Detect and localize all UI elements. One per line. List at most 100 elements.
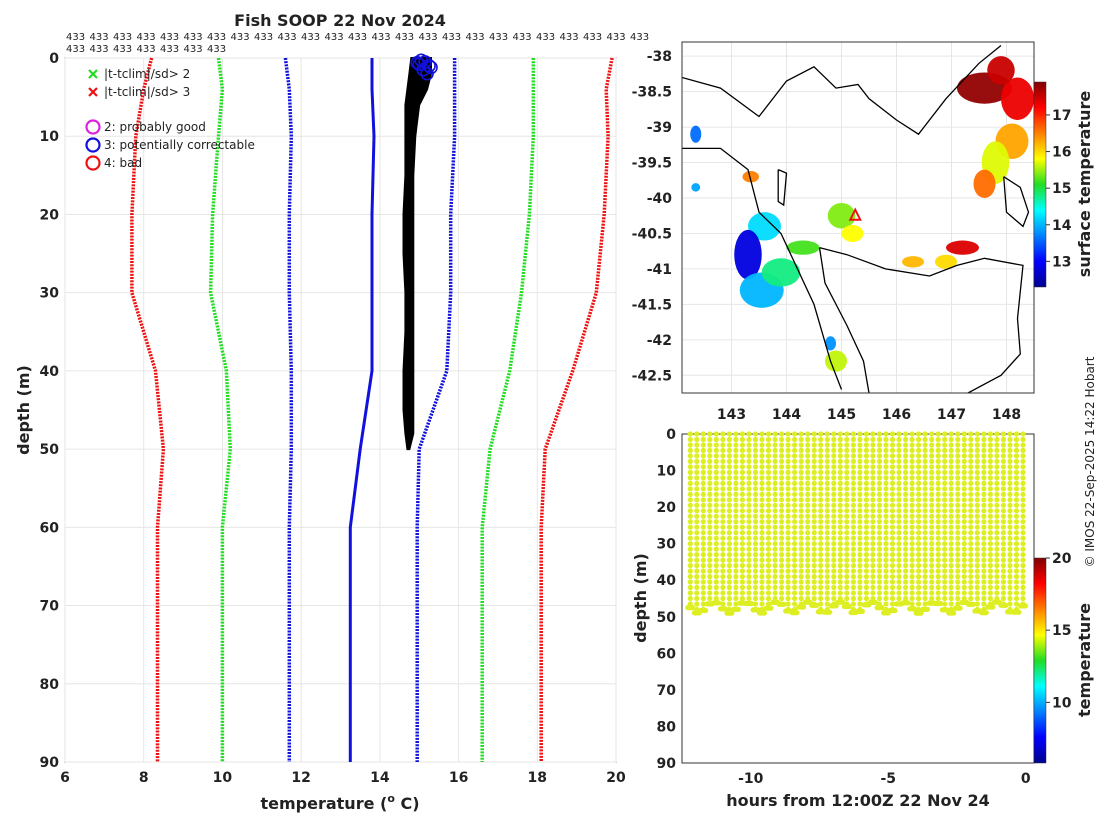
sst-patch — [761, 258, 801, 287]
cast-dot — [955, 574, 961, 580]
cast-dot — [785, 557, 791, 563]
cast-dot — [889, 574, 896, 580]
cast-dot — [1013, 464, 1020, 470]
cast-dot — [922, 546, 928, 552]
cast-dot — [752, 480, 759, 486]
cast-dot — [896, 475, 902, 481]
cast-bottom-dot — [957, 605, 963, 611]
cast-dot — [948, 486, 954, 492]
cast-dot — [805, 557, 811, 563]
cast-dot — [857, 508, 863, 514]
cast-dot — [746, 491, 752, 497]
cast-dot — [831, 447, 837, 453]
cast-dot — [713, 442, 719, 448]
cast-dot — [798, 568, 804, 574]
cast-dot — [850, 568, 857, 574]
cast-dot — [850, 513, 857, 519]
cast-bottom-dot — [827, 609, 833, 615]
cast-dot — [759, 447, 765, 453]
count-label: 433 — [489, 32, 508, 43]
cast-dot — [765, 552, 772, 558]
cast-dot — [922, 486, 928, 492]
cast-dot — [981, 464, 987, 470]
cast-dot — [765, 502, 772, 508]
cast-dot — [929, 584, 935, 591]
count-label: 433 — [137, 32, 156, 43]
cast-dot — [955, 530, 961, 536]
cast-dot — [942, 574, 948, 580]
cast-dot — [870, 486, 876, 492]
cast-dot — [994, 519, 1000, 525]
cast-dot — [765, 574, 772, 580]
cast-dot — [779, 497, 785, 503]
cast-dot — [1013, 480, 1020, 486]
cast-dot — [752, 508, 759, 514]
cast-dot — [987, 480, 994, 486]
profile-axes-frame — [64, 57, 617, 763]
cast-dot — [824, 590, 830, 596]
cast-dot — [811, 535, 817, 541]
cast-dot — [720, 458, 726, 464]
cast-dot — [798, 530, 804, 536]
cast-dot — [805, 563, 811, 569]
cast-dot — [857, 590, 863, 596]
cast-dot — [1000, 508, 1007, 514]
cast-dot — [811, 579, 817, 585]
cast-dot — [844, 464, 850, 470]
lat-tick-label: -41 — [647, 262, 672, 278]
cast-dot — [850, 557, 857, 563]
cast-dot — [818, 524, 824, 530]
cast-dot — [811, 458, 817, 464]
cast-dot — [720, 524, 726, 530]
cast-dot — [870, 497, 876, 503]
cast-dot — [700, 513, 706, 519]
cast-dot — [752, 469, 759, 475]
cast-dot — [759, 513, 765, 519]
cast-dot — [929, 568, 935, 574]
cast-dot — [811, 584, 817, 591]
series-green-right — [480, 58, 536, 762]
series-red-right — [539, 57, 614, 762]
cast-dot — [1020, 436, 1026, 443]
cast-dot — [746, 480, 752, 486]
series-red-left — [130, 57, 166, 762]
flag-circle — [410, 55, 425, 70]
cast-dot — [694, 574, 700, 580]
cast-dot — [687, 453, 693, 459]
cast-dot — [883, 453, 889, 459]
cast-dot — [981, 584, 987, 591]
cast-dot — [746, 563, 752, 569]
cast-dot — [811, 475, 817, 481]
cast-dot — [746, 530, 752, 536]
cast-dot — [694, 431, 700, 437]
coastline — [682, 44, 1030, 393]
cast-dot — [987, 469, 994, 475]
count-label: 433 — [207, 44, 226, 55]
cast-dot — [916, 595, 922, 602]
cast-dot — [863, 508, 870, 514]
cast-dot — [942, 431, 948, 437]
cast-dot — [739, 568, 746, 574]
cast-dot — [739, 497, 746, 503]
count-label: 433 — [583, 32, 602, 43]
cast-dot — [955, 431, 961, 437]
cast-dot — [752, 574, 759, 580]
cast-dot — [850, 530, 857, 536]
cast-dot — [994, 475, 1000, 481]
lat-tick-label: -38.5 — [632, 85, 672, 101]
cast-dot — [974, 595, 980, 602]
cast-dot — [1007, 557, 1013, 563]
cast-dot — [831, 584, 837, 591]
cast-dot — [896, 513, 902, 519]
cast-dot — [922, 453, 928, 459]
cast-dot — [798, 519, 804, 525]
cast-dot — [961, 546, 967, 552]
cast-dot — [961, 431, 967, 437]
cast-dot — [707, 453, 713, 459]
cast-dot — [909, 568, 915, 574]
cast-dot — [752, 524, 759, 530]
colorbar-tick-label: 13 — [1052, 254, 1071, 270]
lon-tick-label: 147 — [937, 407, 966, 423]
cast-dot — [974, 469, 980, 475]
cast-dot — [1020, 557, 1026, 563]
